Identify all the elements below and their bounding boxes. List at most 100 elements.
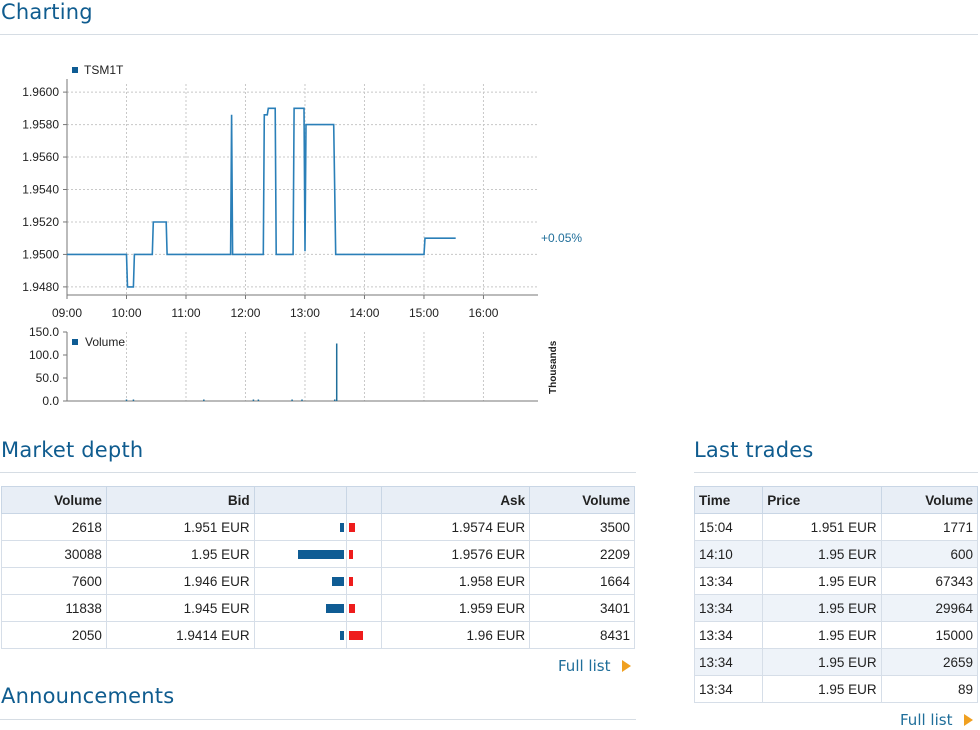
- trade-price-cell: 1.95 EUR: [762, 648, 882, 676]
- y-tick-label: 1.9580: [22, 118, 59, 132]
- market-depth-heading: Market depth: [1, 438, 144, 462]
- x-tick-label: 09:00: [52, 306, 82, 320]
- announcements-divider: [0, 719, 636, 720]
- x-tick-label: 15:00: [409, 306, 439, 320]
- bid-price-cell: 1.945 EUR: [105, 594, 255, 622]
- bid-depth-bar: [326, 604, 345, 613]
- trade-row: 13:34 1.95 EUR 29964: [693, 594, 979, 622]
- price-line: [67, 107, 456, 288]
- volume-legend-label: Volume: [85, 335, 125, 349]
- trade-time-cell: 13:34: [693, 594, 764, 622]
- ask-volume-cell: 3401: [529, 594, 635, 622]
- volume-chart-grid: [66, 332, 484, 401]
- ask-depth-bar: [349, 577, 354, 586]
- volume-bar: [132, 399, 135, 401]
- trade-price-cell: 1.95 EUR: [762, 540, 882, 568]
- volume-legend: Volume: [72, 335, 125, 349]
- y-tick-label: 0.0: [42, 394, 59, 408]
- bid-volume-header: Volume: [1, 486, 107, 514]
- volume-bars: [125, 343, 338, 401]
- charting-heading: Charting: [1, 0, 93, 24]
- ask-volume-cell: 8431: [529, 621, 635, 649]
- volume-bar: [301, 399, 303, 401]
- bid-bar-cell: [253, 594, 348, 622]
- trade-time-cell: 15:04: [693, 513, 764, 541]
- trade-volume-cell: 29964: [880, 594, 979, 622]
- ask-price-cell: 1.9574 EUR: [381, 513, 531, 541]
- trade-price-cell: 1.951 EUR: [762, 513, 882, 541]
- trade-volume-cell: 2659: [880, 648, 979, 676]
- bid-bar-cell: [253, 540, 348, 568]
- last-trades-heading: Last trades: [694, 438, 814, 462]
- trade-time-cell: 13:34: [693, 621, 764, 649]
- trade-volume-cell: 89: [880, 675, 979, 703]
- market-depth-divider: [0, 472, 636, 473]
- trade-price-cell: 1.95 EUR: [762, 675, 882, 703]
- ask-bar-cell: [346, 540, 383, 568]
- volume-bar: [291, 399, 293, 401]
- trade-time-cell: 14:10: [693, 540, 764, 568]
- price-header: Price: [762, 486, 882, 514]
- market-depth-row: 30088 1.95 EUR 1.9576 EUR 2209: [1, 540, 635, 568]
- volume-chart: 0.0 50.0 100.0 150.0 Volume Thousands: [29, 325, 559, 408]
- market-depth-row: 2618 1.951 EUR 1.9574 EUR 3500: [1, 513, 635, 541]
- ask-bar-cell: [346, 594, 383, 622]
- trade-row: 13:34 1.95 EUR 15000: [693, 621, 979, 649]
- market-depth-header-row: Volume Bid Ask Volume: [1, 486, 635, 514]
- x-tick-label: 12:00: [230, 306, 260, 320]
- market-depth-row: 11838 1.945 EUR 1.959 EUR 3401: [1, 594, 635, 622]
- last-trades-full-list-link[interactable]: Full list: [900, 711, 974, 729]
- price-chart-x-ticks: 09:00 10:00 11:00 12:00 13:00 14:00 15:00 16:00: [52, 295, 499, 320]
- announcements-heading: Announcements: [1, 684, 175, 708]
- bid-volume-cell: 7600: [1, 567, 107, 595]
- trade-volume-cell: 67343: [880, 567, 979, 595]
- price-legend-swatch: [72, 67, 78, 73]
- bid-header: Bid: [105, 486, 255, 514]
- volume-chart-y-ticks: 0.0 50.0 100.0 150.0: [29, 325, 67, 408]
- volume-bar: [252, 399, 255, 401]
- bid-volume-cell: 2050: [1, 621, 107, 649]
- y-tick-label: 1.9600: [22, 85, 59, 99]
- ask-price-cell: 1.958 EUR: [381, 567, 531, 595]
- last-trades-table: Time Price Volume 15:04 1.951 EUR 1771 14:1…: [693, 486, 979, 703]
- trade-row: 15:04 1.951 EUR 1771: [693, 513, 979, 541]
- ask-depth-bar: [349, 550, 354, 559]
- trade-time-cell: 13:34: [693, 675, 764, 703]
- x-tick-label: 13:00: [290, 306, 320, 320]
- ask-price-cell: 1.9576 EUR: [381, 540, 531, 568]
- market-depth-full-list-link[interactable]: Full list: [558, 657, 632, 675]
- volume-bar: [257, 399, 260, 401]
- trade-volume-header: Volume: [880, 486, 979, 514]
- arrow-right-icon: [622, 660, 632, 672]
- last-trades-header-row: Time Price Volume: [693, 486, 979, 514]
- trade-price-cell: 1.95 EUR: [762, 594, 882, 622]
- market-depth-table: Volume Bid Ask Volume 2618 1.951 EUR 1.957…: [1, 486, 635, 649]
- x-tick-label: 11:00: [171, 306, 200, 320]
- trade-volume-cell: 15000: [880, 621, 979, 649]
- last-trades-full-list-label: Full list: [900, 711, 953, 729]
- bid-bar-cell: [253, 621, 348, 649]
- arrow-right-icon: [964, 714, 974, 726]
- x-tick-label: 10:00: [111, 306, 141, 320]
- bid-depth-bar: [340, 631, 345, 640]
- y-tick-label: 1.9520: [22, 215, 59, 229]
- charting-divider: [0, 34, 978, 35]
- price-chart-grid: [66, 84, 538, 295]
- ask-depth-bar: [349, 523, 356, 532]
- y-tick-label: 50.0: [36, 371, 60, 385]
- price-chart: 1.9480 1.9500 1.9520 1.9540 1.9560 1.9580 1.96…: [22, 63, 582, 320]
- ask-volume-cell: 1664: [529, 567, 635, 595]
- ask-volume-header: Volume: [529, 486, 635, 514]
- ask-header: Ask: [381, 486, 531, 514]
- bid-price-cell: 1.951 EUR: [105, 513, 255, 541]
- x-tick-label: 16:00: [468, 306, 498, 320]
- volume-axis-label: Thousands: [548, 340, 559, 394]
- ask-depth-bar: [349, 604, 356, 613]
- x-tick-label: 14:00: [349, 306, 379, 320]
- time-header: Time: [693, 486, 764, 514]
- bid-bar-header: [253, 486, 348, 514]
- price-change-label: +0.05%: [541, 231, 582, 245]
- ask-volume-cell: 2209: [529, 540, 635, 568]
- ask-volume-cell: 3500: [529, 513, 635, 541]
- trade-row: 14:10 1.95 EUR 600: [693, 540, 979, 568]
